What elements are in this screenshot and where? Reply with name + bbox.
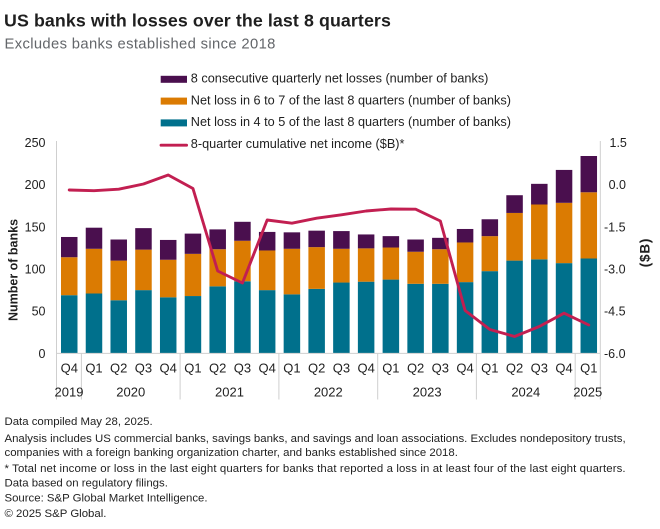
svg-text:-1.5: -1.5 [604, 220, 626, 234]
svg-text:($B): ($B) [638, 238, 653, 267]
svg-text:250: 250 [25, 136, 46, 150]
svg-text:* Total net income or loss in: * Total net income or loss in the last e… [5, 463, 626, 475]
svg-text:Q3: Q3 [531, 360, 548, 375]
svg-text:Number of banks: Number of banks [7, 219, 21, 321]
svg-text:Q2: Q2 [209, 360, 226, 375]
svg-text:Q3: Q3 [333, 360, 350, 375]
svg-text:-3.0: -3.0 [604, 263, 626, 277]
svg-text:2023: 2023 [413, 385, 442, 400]
svg-text:Q2: Q2 [407, 360, 424, 375]
svg-text:Net loss in 4 to 5 of the last: Net loss in 4 to 5 of the last 8 quarter… [191, 115, 511, 129]
svg-text:Q1: Q1 [481, 360, 498, 375]
svg-text:8-quarter cumulative net incom: 8-quarter cumulative net income ($B)* [191, 137, 405, 151]
svg-text:Q1: Q1 [580, 360, 597, 375]
svg-text:Q3: Q3 [234, 360, 251, 375]
svg-text:1.5: 1.5 [610, 136, 627, 150]
svg-text:US banks with losses over the: US banks with losses over the last 8 qua… [4, 11, 391, 31]
svg-text:0: 0 [39, 347, 46, 361]
svg-text:Net loss in 6 to 7 of the last: Net loss in 6 to 7 of the last 8 quarter… [191, 93, 511, 107]
svg-text:200: 200 [25, 178, 46, 192]
svg-text:Analysis includes US commercia: Analysis includes US commercial banks, s… [5, 433, 626, 445]
svg-text:8 consecutive quarterly net lo: 8 consecutive quarterly net losses (numb… [191, 72, 489, 86]
svg-text:Q2: Q2 [506, 360, 523, 375]
svg-text:-4.5: -4.5 [604, 305, 626, 319]
svg-text:Q4: Q4 [61, 360, 78, 375]
svg-text:Q4: Q4 [160, 360, 177, 375]
svg-text:Q1: Q1 [184, 360, 201, 375]
svg-text:Q4: Q4 [357, 360, 374, 375]
svg-text:Data based on regulatory filin: Data based on regulatory filings. [5, 478, 168, 490]
svg-text:2020: 2020 [116, 385, 145, 400]
svg-text:Q4: Q4 [555, 360, 572, 375]
svg-text:Q1: Q1 [382, 360, 399, 375]
svg-text:Q2: Q2 [308, 360, 325, 375]
svg-text:companies with a foreign banki: companies with a foreign banking organiz… [5, 447, 458, 459]
svg-text:100: 100 [25, 263, 46, 277]
svg-text:Source: S&P Global Market Inte: Source: S&P Global Market Intelligence. [5, 493, 208, 505]
svg-text:Q3: Q3 [432, 360, 449, 375]
svg-text:Q3: Q3 [135, 360, 152, 375]
svg-text:Data compiled May 28, 2025.: Data compiled May 28, 2025. [5, 416, 153, 428]
svg-text:2019: 2019 [55, 385, 84, 400]
svg-text:2022: 2022 [314, 385, 343, 400]
svg-text:Q1: Q1 [85, 360, 102, 375]
svg-text:2024: 2024 [511, 385, 540, 400]
svg-text:Q4: Q4 [258, 360, 275, 375]
svg-text:Q4: Q4 [456, 360, 473, 375]
svg-text:50: 50 [32, 305, 46, 319]
svg-text:© 2025 S&P Global.: © 2025 S&P Global. [5, 508, 107, 520]
svg-text:Excludes banks established sin: Excludes banks established since 2018 [5, 37, 276, 53]
svg-text:150: 150 [25, 220, 46, 234]
svg-text:Q1: Q1 [283, 360, 300, 375]
svg-text:2021: 2021 [215, 385, 244, 400]
svg-text:0.0: 0.0 [609, 178, 626, 192]
svg-text:Q2: Q2 [110, 360, 127, 375]
svg-text:-6.0: -6.0 [604, 347, 626, 361]
svg-text:2025: 2025 [573, 385, 602, 400]
